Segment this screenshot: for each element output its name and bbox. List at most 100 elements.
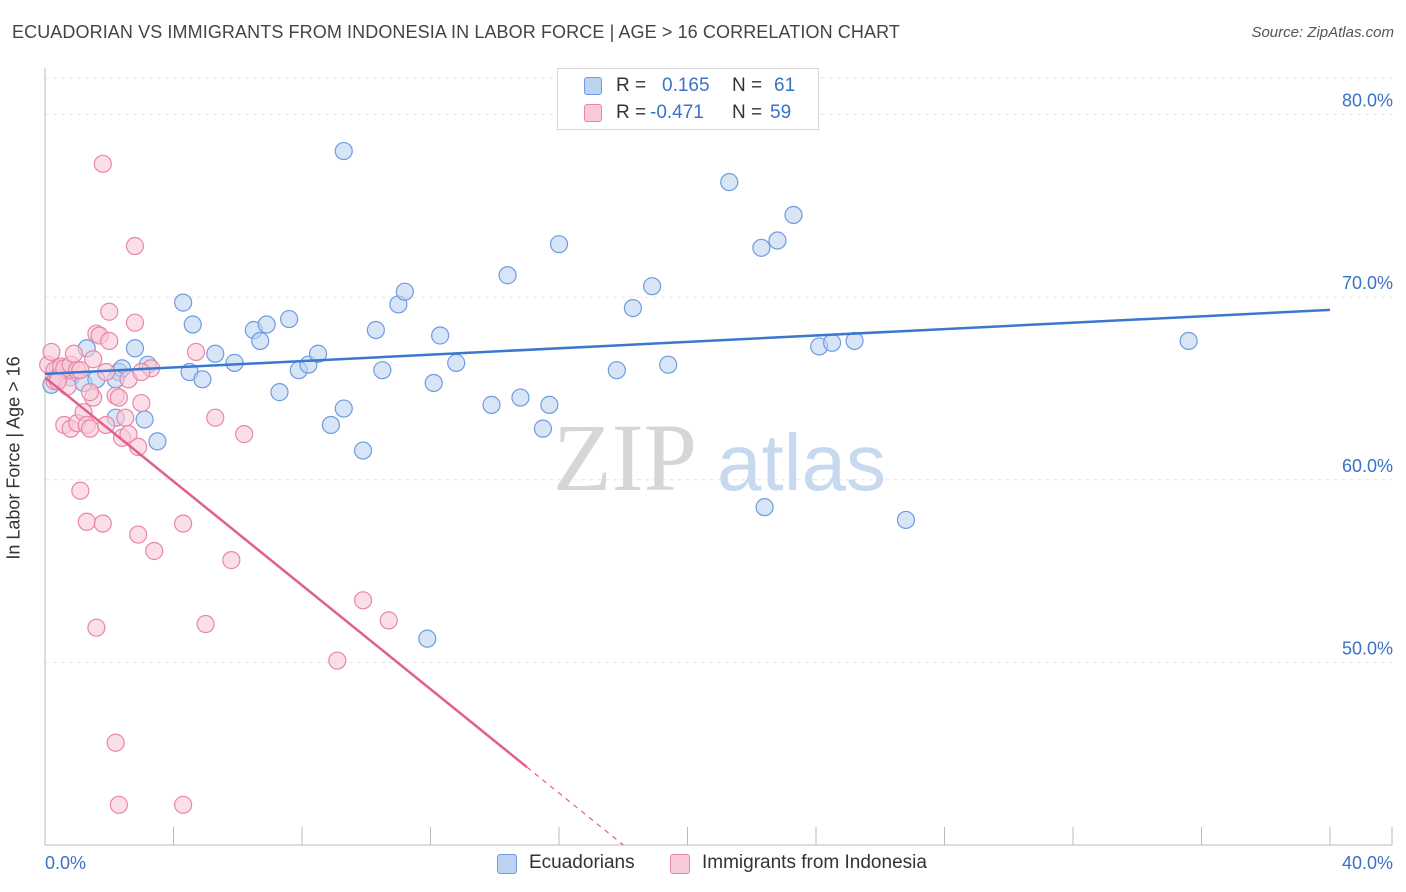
ecuadorian-point <box>334 141 353 161</box>
indonesia-point <box>129 525 148 544</box>
ecuadorian-point <box>308 344 328 363</box>
x-tick-label: 40.0% <box>1342 853 1393 873</box>
watermark: ZIP atlas <box>553 404 886 511</box>
ecuadorian-point <box>447 353 466 372</box>
indonesia-point <box>132 362 151 382</box>
ecuadorian-point <box>607 361 626 380</box>
legend-r-label: R = <box>616 75 647 96</box>
trend-layer <box>44 308 1331 846</box>
indonesia-point <box>379 611 398 630</box>
ecuadorian-point <box>257 315 276 334</box>
indonesia-point <box>109 388 128 407</box>
legend-n-label: N = <box>732 75 763 96</box>
indonesia-point <box>196 614 215 634</box>
ecuadorian-point <box>183 315 202 334</box>
y-tick-label: 60.0% <box>1342 456 1393 476</box>
ecuadorian-point <box>1179 331 1198 351</box>
indonesia-point <box>71 481 90 500</box>
ecuadorian-point <box>280 309 299 329</box>
indonesia-trend-line <box>44 376 528 769</box>
legend-r-value: 0.165 <box>662 75 710 96</box>
ecuadorian-point <box>482 395 501 414</box>
ecuadorian-point <box>549 235 569 254</box>
y-tick-label: 50.0% <box>1342 638 1393 658</box>
ecuadorian-point <box>373 361 392 380</box>
indonesia-point <box>80 419 100 438</box>
legend-r-value: -0.471 <box>650 102 704 123</box>
series-legend: Ecuadorians Immigrants from Indonesia <box>0 852 1406 878</box>
indonesia-point <box>87 618 106 637</box>
ecuadorian-trend-line <box>44 308 1331 376</box>
ecuadorian-point <box>623 299 642 318</box>
ecuadorian-point <box>321 415 341 435</box>
indonesia-point <box>80 383 100 402</box>
grid-layer <box>45 77 1392 663</box>
legend-n-label: N = <box>732 102 763 123</box>
indonesia-point <box>353 591 373 610</box>
y-tick-label: 70.0% <box>1342 273 1393 293</box>
y-axis-label-wrap: In Labor Force | Age > 16 <box>4 255 25 559</box>
series-legend-label: Immigrants from Indonesia <box>702 852 927 873</box>
ecuadorian-point <box>148 432 167 451</box>
ecuadorian-point <box>768 231 787 250</box>
series-swatch-pink <box>670 854 690 874</box>
y-axis-label: In Labor Force | Age > 16 <box>3 356 24 560</box>
ecuadorian-point <box>896 510 916 530</box>
indonesia-point <box>109 795 128 814</box>
watermark-zip: ZIP <box>553 404 697 511</box>
indonesia-point <box>93 154 112 173</box>
ecuadorian-point <box>418 629 437 648</box>
legend-r-label: R = <box>616 102 647 123</box>
indonesia-point <box>100 331 119 351</box>
indonesia-point <box>186 342 206 362</box>
indonesia-point <box>206 408 225 427</box>
ecuadorian-point <box>498 266 517 285</box>
indonesia-point <box>42 342 61 362</box>
ecuadorian-point <box>643 277 662 296</box>
ecuadorian-point <box>395 282 414 301</box>
y-tick-label: 80.0% <box>1342 91 1393 111</box>
ecuadorian-point <box>366 320 385 340</box>
ecuadorian-point <box>511 388 530 407</box>
legend-swatch-pink <box>584 104 602 122</box>
indonesia-point <box>84 350 103 369</box>
ecuadorian-point <box>270 383 289 402</box>
axes <box>44 68 1393 846</box>
indonesia-point <box>119 425 138 444</box>
ecuadorian-point <box>659 355 678 374</box>
ecuadorian-point <box>251 331 270 351</box>
watermark-atlas: atlas <box>717 418 886 507</box>
ecuadorian-point <box>533 419 553 438</box>
indonesia-point <box>125 236 145 256</box>
indonesia-point <box>174 514 193 533</box>
chart-title: ECUADORIAN VS IMMIGRANTS FROM INDONESIA … <box>12 22 900 42</box>
source-credit: Source: ZipAtlas.com <box>1251 24 1394 41</box>
series-swatch-blue <box>497 854 517 874</box>
ecuadorian-point <box>784 205 803 225</box>
indonesia-point <box>145 541 164 561</box>
indonesia-point <box>125 313 145 332</box>
legend-n-value: 61 <box>774 75 796 96</box>
ecuadorian-point <box>822 333 842 352</box>
tick-labels: 50.0% 60.0% 70.0% 80.0% 0.0% 40.0% <box>45 91 1393 873</box>
indonesia-point <box>328 651 347 670</box>
ecuadorian-point <box>424 373 443 393</box>
ecuadorian-point <box>334 399 353 418</box>
indonesia-point <box>235 425 254 444</box>
legend-n-value: 59 <box>770 102 792 123</box>
indonesia-point <box>93 514 112 533</box>
ecuadorian-point <box>755 498 774 517</box>
ecuadorian-point <box>206 344 225 363</box>
indonesia-point <box>174 795 193 814</box>
indonesia-trend-extension <box>526 766 624 846</box>
ecuadorian-point <box>353 441 373 460</box>
indonesia-point <box>77 512 96 531</box>
indonesia-point <box>106 733 125 752</box>
correlation-legend: R = 0.165 N = 61 R = -0.471 N = 59 <box>557 68 819 130</box>
ecuadorian-point <box>540 395 559 414</box>
ecuadorian-point <box>752 238 771 257</box>
legend-swatch-blue <box>584 77 602 95</box>
ecuadorian-point <box>193 370 212 389</box>
ecuadorian-point <box>720 172 739 192</box>
